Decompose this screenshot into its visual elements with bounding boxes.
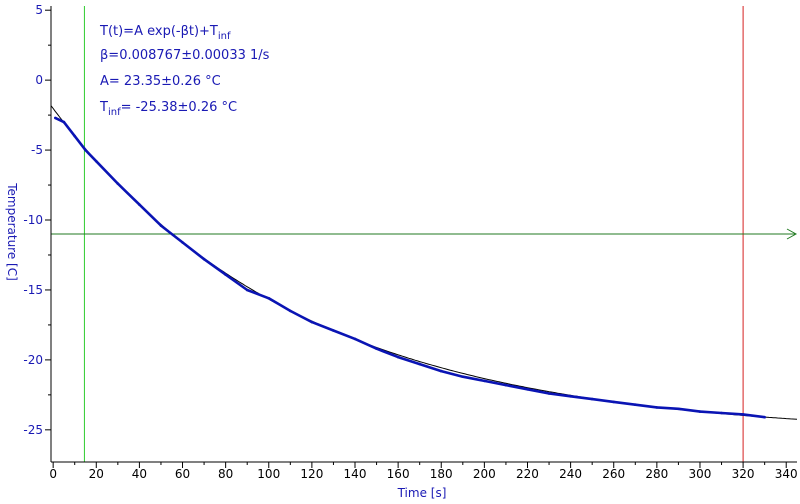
data-point [418, 362, 422, 366]
fit-amplitude: A= 23.35±0.26 °C [100, 74, 221, 89]
fit-tinf-sub: inf [108, 107, 121, 118]
y-tick-label: 5 [35, 3, 43, 17]
x-tick-label: 0 [49, 467, 57, 481]
data-point [655, 406, 659, 409]
x-tick-label: 20 [89, 467, 104, 481]
data-point [720, 411, 723, 415]
data-point [181, 241, 184, 244]
x-tick-label: 260 [602, 467, 625, 481]
data-point [310, 320, 314, 324]
data-point [245, 288, 249, 292]
x-tick-label: 340 [775, 467, 798, 481]
fit-curve-layer [50, 105, 798, 420]
data-series-line [54, 116, 765, 419]
tick-labels: 0 20 40 60 80 100 120 140 160 180 200 220 240 260 280 3… [23, 3, 797, 481]
data-series-layer [54, 116, 766, 419]
data-point [332, 329, 335, 332]
y-axis-title: Temperature [C] [5, 182, 19, 281]
data-point [353, 337, 357, 341]
data-point [95, 160, 98, 163]
data-point [483, 379, 486, 383]
data-point [159, 224, 163, 227]
threshold-arrowhead [786, 228, 798, 240]
fit-tinf: Tinf= -25.38±0.26 °C [99, 100, 237, 118]
fit-equation: T(t)=A exp(-βt)+Tinf [99, 24, 231, 42]
data-point [54, 116, 57, 120]
data-point [84, 148, 87, 152]
x-tick-label: 80 [218, 467, 233, 481]
data-point [375, 347, 378, 351]
x-tick-label: 180 [430, 467, 453, 481]
fit-beta: β=0.008767±0.00033 1/s [100, 48, 270, 63]
fit-tinf-main: T [99, 100, 108, 115]
y-tick-label: -15 [23, 283, 43, 297]
axes [45, 6, 797, 468]
x-tick-label: 320 [732, 467, 755, 481]
data-point [461, 375, 465, 379]
marker-lines [51, 6, 798, 462]
fit-equation-sub: inf [218, 31, 231, 42]
data-point [763, 415, 766, 419]
y-tick-label: -5 [31, 143, 43, 157]
data-point [741, 413, 745, 416]
data-point [569, 395, 572, 398]
x-axis-title: Time [s] [397, 486, 447, 500]
x-tick-label: 120 [300, 467, 323, 481]
data-point [267, 297, 271, 300]
data-point [289, 309, 292, 313]
data-point [224, 273, 227, 276]
x-tick-label: 300 [689, 467, 712, 481]
y-tick-label: 0 [35, 73, 43, 87]
data-point [202, 257, 206, 261]
x-tick-label: 40 [132, 467, 147, 481]
x-tick-label: 100 [257, 467, 280, 481]
data-point [526, 388, 529, 391]
fit-equation-main: T(t)=A exp(-βt)+T [99, 24, 218, 39]
y-tick-label: -10 [23, 213, 43, 227]
y-tick-label: -20 [23, 353, 43, 367]
data-point [396, 355, 400, 359]
x-tick-label: 220 [516, 467, 539, 481]
data-point [612, 400, 615, 404]
data-point [547, 392, 551, 395]
x-tick-label: 160 [387, 467, 410, 481]
x-tick-label: 140 [344, 467, 367, 481]
y-tick-label: -25 [23, 423, 43, 437]
data-point [634, 403, 637, 407]
data-point [504, 383, 508, 387]
x-tick-label: 240 [559, 467, 582, 481]
x-tick-label: 60 [175, 467, 190, 481]
x-tick-label: 280 [645, 467, 668, 481]
data-point [116, 182, 120, 185]
data-point [62, 120, 66, 124]
data-point [677, 407, 680, 411]
data-point [138, 203, 141, 206]
data-point [439, 369, 443, 373]
fit-curve [50, 105, 798, 420]
data-point [590, 397, 594, 401]
data-point [698, 410, 702, 413]
data-point [73, 134, 76, 138]
fit-tinf-value: = -25.38±0.26 °C [121, 100, 237, 115]
x-tick-label: 200 [473, 467, 496, 481]
